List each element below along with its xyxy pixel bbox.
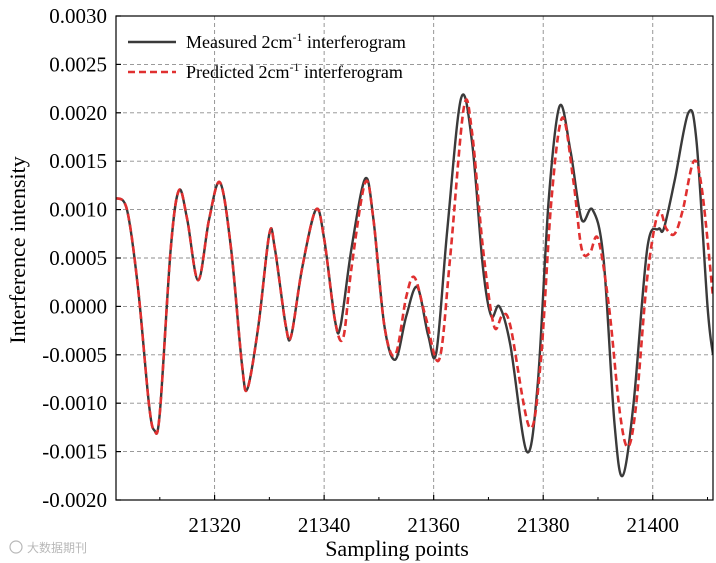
x-axis-title: Sampling points [325, 536, 469, 561]
y-tick-label: 0.0020 [49, 101, 107, 125]
series-lines [116, 93, 713, 478]
y-tick-label: -0.0015 [42, 440, 107, 464]
y-tick-label: 0.0005 [49, 246, 107, 270]
y-tick-label: -0.0020 [42, 488, 107, 512]
x-tick-label: 21400 [627, 513, 680, 537]
y-axis-title: Interference intensity [5, 156, 30, 344]
grid-lines [116, 16, 713, 500]
watermark-text: 大数据期刊 [27, 540, 87, 555]
y-tick-label: 0.0015 [49, 149, 107, 173]
x-tick-label: 21320 [188, 513, 241, 537]
series-line-measured [116, 93, 713, 478]
y-tick-label: 0.0010 [49, 198, 107, 222]
x-tick-label: 21360 [407, 513, 460, 537]
x-tick-label: 21380 [517, 513, 570, 537]
y-tick-label: 0.0025 [49, 52, 107, 76]
y-tick-label: 0.0030 [49, 4, 107, 28]
series-line-predicted [116, 98, 713, 449]
watermark: 大数据期刊 [9, 540, 87, 555]
legend-label-predicted: Predicted 2cm-1 interferogram [186, 60, 403, 82]
legend-label-measured: Measured 2cm-1 interferogram [186, 30, 406, 52]
creative-commons-icon [9, 540, 23, 554]
axis-ticks: 0.0030 0.0025 0.0020 0.0015 0.0010 0.0005 0.00… [42, 4, 709, 537]
y-tick-label: 0.0000 [49, 294, 107, 318]
x-tick-label: 21340 [298, 513, 351, 537]
y-tick-label: -0.0005 [42, 343, 107, 367]
y-tick-label: -0.0010 [42, 391, 107, 415]
legend: Measured 2cm-1 interferogram Predicted 2… [128, 30, 406, 82]
